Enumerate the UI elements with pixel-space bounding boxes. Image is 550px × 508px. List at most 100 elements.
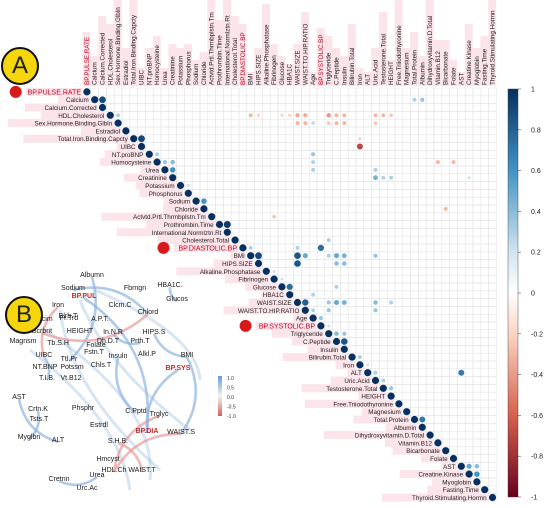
corr-grid-cell bbox=[488, 251, 497, 260]
row-label: WAIST.TO.HIP.RATIO bbox=[238, 308, 299, 315]
corr-grid-cell bbox=[277, 220, 287, 229]
corr-grid-cell bbox=[332, 150, 341, 159]
corr-grid-cell bbox=[464, 95, 474, 104]
corr-grid-cell bbox=[441, 360, 450, 370]
corr-grid-cell bbox=[355, 282, 365, 292]
col-label-bg bbox=[230, 16, 239, 86]
corr-grid-cell bbox=[394, 313, 404, 323]
corr-grid-cell bbox=[480, 95, 489, 104]
corr-grid-cell bbox=[277, 204, 287, 214]
corr-grid-cell bbox=[410, 345, 419, 354]
corr-grid-cell bbox=[480, 212, 489, 221]
corr-grid-cell bbox=[480, 243, 489, 253]
corr-grid-cell bbox=[199, 150, 209, 159]
corr-grid-cell bbox=[418, 384, 427, 393]
corr-grid-cell bbox=[293, 126, 302, 136]
corr-grid-cell bbox=[262, 103, 271, 112]
corr-circle bbox=[342, 331, 347, 336]
col-label-text: Chloride bbox=[201, 61, 208, 85]
network-edge bbox=[40, 306, 59, 358]
corr-grid-cell bbox=[246, 173, 255, 182]
col-label-text: Triglyceride bbox=[326, 52, 333, 85]
corr-grid-cell bbox=[129, 87, 138, 97]
corr-grid-cell bbox=[418, 196, 427, 206]
network-node-label: S.H.B. bbox=[108, 438, 128, 445]
row-label: Urea bbox=[145, 167, 159, 174]
corr-grid-cell bbox=[410, 118, 419, 128]
col-label-bg bbox=[480, 36, 489, 86]
corr-circle-diagonal bbox=[262, 267, 270, 275]
corr-grid-cell bbox=[472, 329, 482, 338]
network-edge bbox=[114, 357, 137, 414]
corr-grid-cell bbox=[402, 204, 411, 214]
corr-grid-cell bbox=[488, 493, 497, 502]
corr-grid-cell bbox=[433, 290, 443, 299]
corr-grid-cell bbox=[418, 251, 427, 260]
corr-circle bbox=[334, 284, 339, 289]
col-label: Fibrinogen bbox=[269, 44, 278, 86]
corr-grid-cell bbox=[293, 134, 302, 143]
corr-grid-cell bbox=[379, 290, 388, 299]
corr-grid-cell bbox=[176, 126, 185, 136]
corr-grid-cell bbox=[324, 95, 333, 104]
corr-grid-cell bbox=[254, 196, 263, 206]
corr-grid-cell bbox=[457, 337, 466, 346]
corr-grid-cell bbox=[410, 290, 419, 299]
col-label-text: Estradiol bbox=[123, 61, 130, 86]
corr-grid-cell bbox=[379, 189, 388, 198]
corr-grid-cell bbox=[207, 118, 216, 128]
corr-grid-cell bbox=[379, 220, 388, 229]
corr-grid-cell bbox=[441, 337, 450, 346]
corr-grid-cell bbox=[418, 298, 427, 307]
corr-grid-cell bbox=[176, 134, 185, 143]
corr-grid-cell bbox=[441, 368, 450, 377]
corr-grid-cell bbox=[129, 103, 138, 112]
corr-grid-cell bbox=[480, 189, 489, 198]
col-label-text: C.Peptide bbox=[334, 57, 341, 85]
corr-grid-cell bbox=[199, 103, 209, 112]
row-label-bg bbox=[176, 267, 262, 276]
row-label: Calcium.Corrected bbox=[44, 105, 97, 112]
corr-grid-cell bbox=[386, 259, 396, 268]
corr-grid-cell bbox=[433, 313, 443, 323]
corr-grid-cell bbox=[246, 142, 255, 151]
col-label: Bicarbonate bbox=[441, 40, 450, 86]
corr-grid-cell bbox=[449, 321, 458, 331]
corr-grid-cell bbox=[238, 189, 248, 198]
corr-grid-cell bbox=[301, 220, 310, 229]
corr-grid-cell bbox=[285, 103, 294, 112]
corr-grid-cell bbox=[449, 103, 458, 112]
corr-grid-cell bbox=[457, 274, 466, 284]
corr-grid-cell bbox=[457, 189, 466, 198]
col-label: Creatinine bbox=[168, 44, 177, 86]
corr-grid-cell bbox=[488, 259, 497, 268]
corr-grid-cell bbox=[410, 313, 419, 323]
corr-grid-cell bbox=[324, 282, 333, 292]
corr-grid-cell bbox=[191, 142, 201, 151]
corr-grid-cell bbox=[394, 290, 404, 299]
row-label-bg bbox=[385, 423, 418, 432]
col-label-text: Potassium bbox=[178, 56, 185, 85]
corr-grid-cell bbox=[480, 415, 489, 424]
col-label-text: Magnesium bbox=[404, 52, 411, 85]
corr-grid-cell bbox=[418, 220, 427, 229]
corr-grid-cell bbox=[433, 360, 443, 370]
corr-grid-cell bbox=[425, 173, 435, 182]
corr-grid-cell bbox=[480, 126, 489, 136]
corr-grid-cell bbox=[441, 407, 450, 416]
corr-grid-cell bbox=[472, 313, 482, 323]
corr-grid-cell bbox=[472, 165, 482, 175]
highlight-marker bbox=[157, 241, 170, 254]
corr-grid-cell bbox=[355, 196, 365, 206]
row-label: Iron bbox=[343, 362, 354, 369]
row-label-bg bbox=[135, 181, 176, 190]
corr-circle-diagonal bbox=[364, 369, 372, 377]
corr-circle-diagonal bbox=[426, 431, 434, 439]
col-label-bg bbox=[316, 28, 325, 86]
corr-grid-cell bbox=[215, 103, 224, 112]
corr-grid-cell bbox=[472, 212, 482, 221]
col-label: Thyroid.Stimulating.Hormn bbox=[488, 0, 497, 86]
row-label-bg bbox=[58, 95, 90, 104]
network-node-label: UIBC bbox=[36, 352, 53, 359]
corr-grid-cell bbox=[449, 298, 458, 307]
